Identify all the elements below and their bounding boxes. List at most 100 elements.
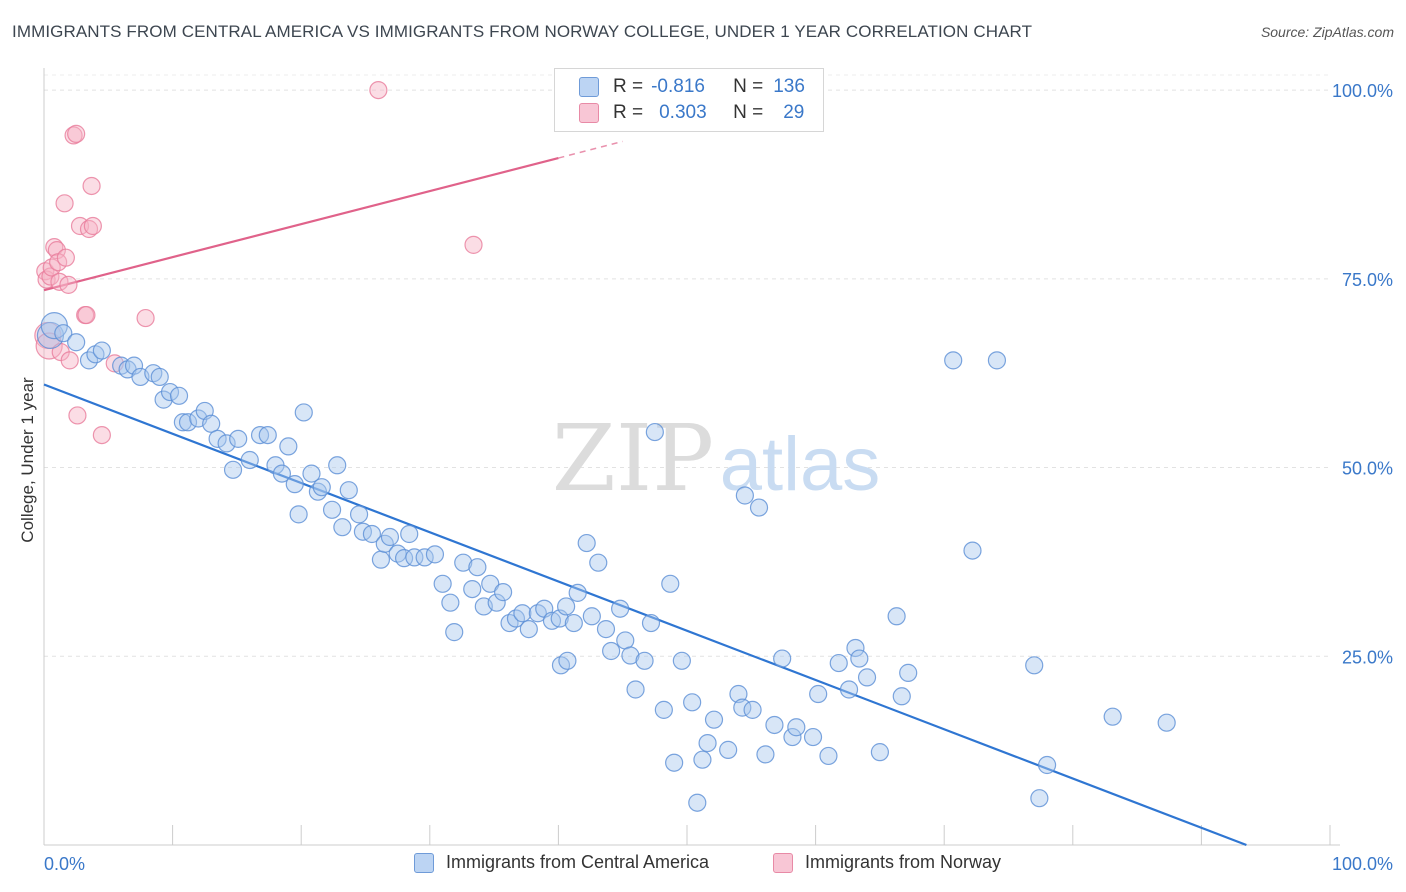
- stats-legend: R = -0.816 N = 136 R = 0.303 N = 29: [554, 68, 824, 132]
- central-america-point: [564, 613, 583, 633]
- norway-points: [34, 80, 483, 445]
- norway-point: [60, 351, 79, 370]
- central-america-point: [124, 356, 144, 375]
- central-america-point: [92, 341, 111, 360]
- central-america-point: [445, 623, 464, 642]
- central-america-point: [661, 574, 680, 593]
- watermark: ZIP atlas: [552, 405, 880, 512]
- norway-trendline: [43, 156, 559, 292]
- central-america-point: [704, 710, 724, 729]
- norway-point: [41, 267, 60, 286]
- axes: [43, 68, 1340, 846]
- central-america-point: [963, 541, 982, 560]
- r-label: R =: [613, 102, 644, 123]
- r-label: R =: [613, 76, 644, 97]
- central-america-point: [749, 498, 769, 517]
- central-america-point: [289, 505, 308, 524]
- central-america-point: [54, 324, 73, 343]
- central-america-point: [250, 425, 270, 445]
- central-america-point: [150, 367, 169, 387]
- central-america-point: [67, 333, 86, 352]
- source-credit: Source: ZipAtlas.com: [1260, 24, 1394, 40]
- central-america-point: [312, 478, 331, 497]
- central-america-point: [850, 649, 869, 668]
- central-america-point: [258, 425, 277, 445]
- central-america-point: [773, 649, 792, 668]
- y-tick-label: 50.0%: [1342, 459, 1393, 479]
- central-america-point: [487, 593, 506, 612]
- central-america-point: [616, 631, 635, 650]
- central-america-trendline: [43, 383, 1247, 847]
- central-america-point: [441, 593, 460, 612]
- central-america-point: [635, 651, 654, 670]
- n-value: 136: [773, 76, 805, 97]
- r-value: -0.816: [651, 76, 705, 97]
- norway-point: [45, 238, 64, 257]
- watermark-zip: ZIP: [552, 405, 714, 512]
- tick-labels: 25.0% 50.0% 75.0% 100.0% 0.0% 100.0%: [44, 81, 1393, 874]
- central-america-point: [557, 597, 576, 616]
- central-america-point: [425, 545, 445, 564]
- pink-swatch: [579, 103, 599, 123]
- norway-point: [55, 194, 74, 213]
- central-america-points: [36, 312, 1176, 812]
- norway-point: [82, 176, 101, 196]
- central-america-point: [394, 549, 414, 568]
- central-america-point: [229, 429, 248, 448]
- blue-swatch: [414, 852, 434, 873]
- legend-label: Immigrants from Norway: [805, 852, 1002, 872]
- central-america-point: [698, 733, 717, 753]
- norway-point: [83, 216, 102, 236]
- central-america-point: [202, 414, 221, 433]
- central-america-point: [892, 687, 911, 706]
- central-america-point: [371, 550, 391, 569]
- legend-item-norway: Immigrants from Norway: [773, 852, 1001, 873]
- n-label: N =: [733, 102, 764, 123]
- grid-lines: [44, 74, 1330, 657]
- central-america-point: [887, 607, 906, 626]
- central-america-point: [217, 434, 236, 453]
- central-america-point: [169, 386, 189, 405]
- norway-point: [77, 305, 96, 325]
- central-america-point: [626, 680, 645, 699]
- central-america-point: [454, 553, 473, 572]
- norway-point: [59, 275, 78, 294]
- legend-label: Immigrants from Central America: [446, 852, 710, 872]
- y-tick-label: 75.0%: [1342, 270, 1393, 290]
- central-america-point: [481, 574, 500, 593]
- central-america-point: [433, 574, 452, 593]
- central-america-point: [322, 500, 342, 519]
- central-america-point: [783, 727, 802, 747]
- central-america-point: [596, 619, 616, 639]
- central-america-point: [154, 390, 173, 409]
- central-america-point: [380, 527, 400, 547]
- central-america-point: [1037, 755, 1057, 775]
- central-america-point: [339, 481, 358, 500]
- central-america-point: [285, 475, 304, 494]
- central-america-point: [899, 663, 918, 682]
- central-america-point: [513, 604, 532, 623]
- central-america-point: [302, 464, 321, 483]
- central-america-point: [463, 579, 482, 599]
- central-america-point: [328, 456, 347, 475]
- central-america-point: [1103, 707, 1122, 726]
- central-america-point: [611, 599, 630, 618]
- norway-point: [35, 332, 63, 360]
- trend-lines: [43, 140, 1247, 847]
- central-america-point: [223, 460, 243, 479]
- central-america-point: [208, 429, 227, 448]
- legend-item-central-america: Immigrants from Central America: [414, 852, 709, 873]
- central-america-point: [829, 653, 848, 673]
- central-america-point: [400, 524, 419, 544]
- stats-row-central-america: R = -0.816 N = 136: [579, 75, 805, 99]
- central-america-point: [568, 583, 587, 602]
- x-tick-label: 0.0%: [44, 854, 85, 874]
- central-america-point: [987, 351, 1007, 370]
- central-america-point: [160, 382, 180, 402]
- central-america-point: [693, 750, 712, 769]
- chart-title: IMMIGRANTS FROM CENTRAL AMERICA VS IMMIG…: [12, 22, 1033, 41]
- central-america-point: [558, 651, 577, 670]
- central-america-point: [178, 413, 198, 432]
- central-america-point: [333, 518, 352, 537]
